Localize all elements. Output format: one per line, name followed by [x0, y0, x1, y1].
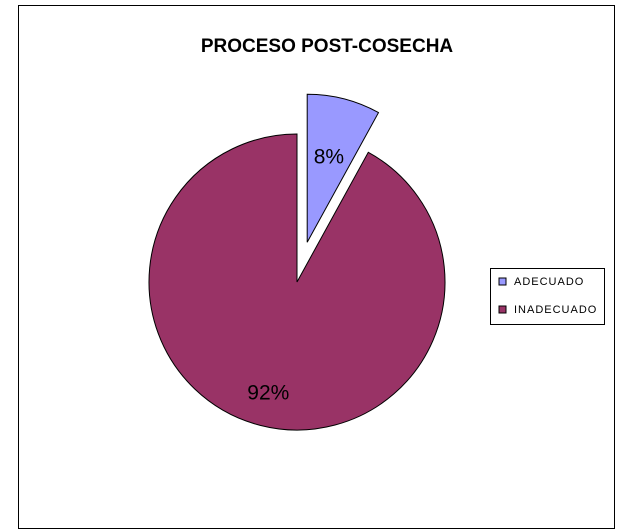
pie-slice: [306, 93, 380, 243]
legend-swatch: [498, 305, 507, 314]
legend-box: [490, 268, 605, 325]
data-label: 8%: [314, 145, 344, 168]
legend-label: INADECUADO: [514, 304, 597, 316]
data-label: 92%: [247, 381, 289, 404]
chart-title: PROCESO POST-COSECHA: [201, 36, 454, 57]
pie-slice: [148, 133, 446, 431]
legend-label: ADECUADO: [514, 276, 584, 288]
legend-swatch: [498, 277, 507, 286]
